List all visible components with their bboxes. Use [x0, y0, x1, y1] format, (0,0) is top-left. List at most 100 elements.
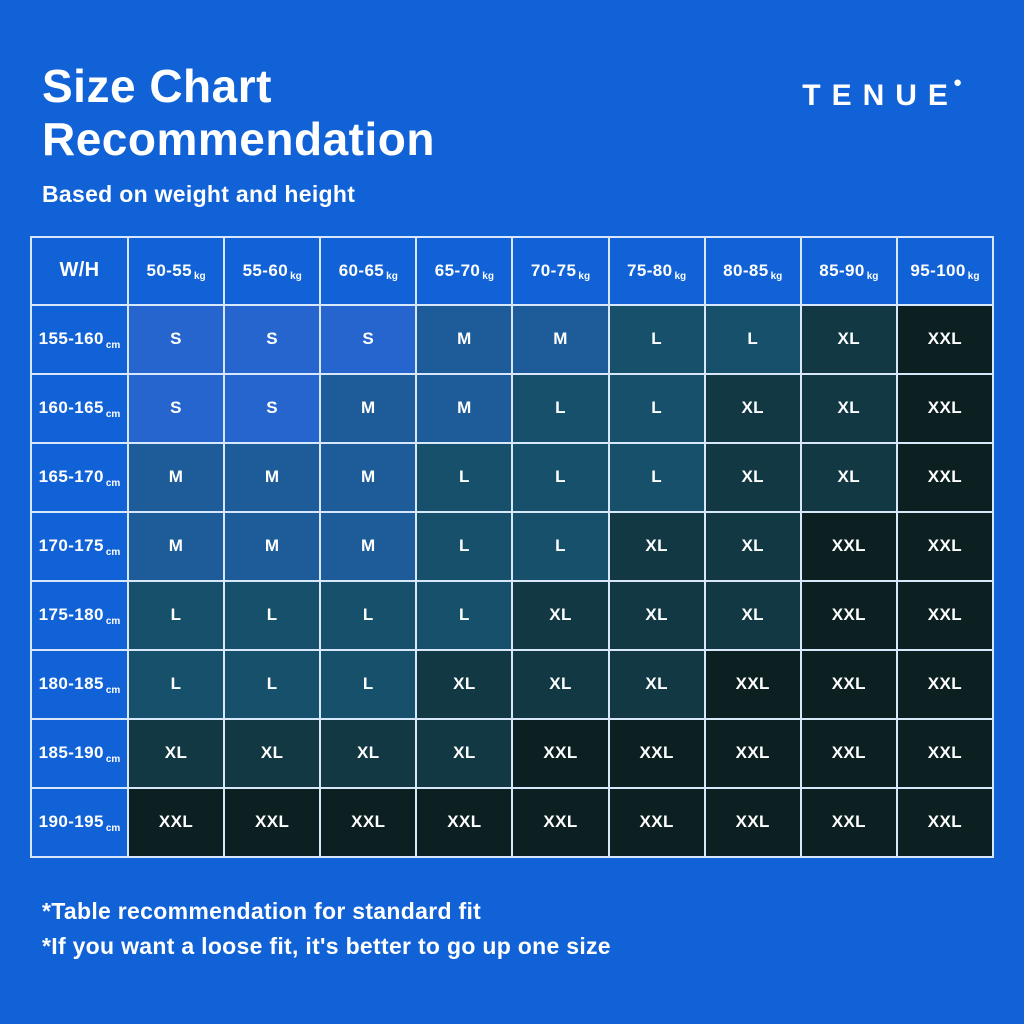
height-range-label: 190-195	[38, 812, 104, 832]
size-value: L	[170, 674, 182, 694]
size-cell: XXL	[609, 788, 704, 856]
height-row-header: 185-190 cm	[32, 719, 127, 787]
size-cell: XXL	[897, 512, 992, 580]
size-value: XL	[837, 467, 861, 487]
height-range-label: 165-170	[38, 467, 104, 487]
size-value: M	[457, 329, 472, 349]
size-value: XL	[164, 743, 188, 763]
size-value: L	[555, 467, 566, 487]
size-value: XXL	[351, 812, 386, 832]
size-cell: L	[417, 512, 512, 580]
size-cell: XXL	[897, 650, 992, 718]
size-value: L	[651, 398, 662, 418]
size-value: XXL	[927, 743, 963, 763]
size-cell: L	[321, 581, 416, 649]
size-cell: XXL	[225, 788, 320, 856]
size-value: L	[362, 674, 374, 694]
size-cell: XL	[801, 374, 896, 442]
weight-column-header: 65-70 kg	[417, 237, 512, 304]
size-value: XL	[549, 605, 572, 625]
size-value: L	[266, 605, 278, 625]
size-cell: L	[225, 650, 320, 718]
size-cell: XXL	[321, 788, 416, 856]
size-cell: L	[513, 443, 608, 511]
size-cell: XL	[513, 650, 608, 718]
height-row-header: 175-180 cm	[32, 581, 127, 649]
size-cell: L	[609, 305, 704, 373]
size-value: XXL	[927, 812, 963, 832]
page-title-line2: Recommendation	[42, 113, 435, 166]
size-cell: XL	[705, 581, 800, 649]
size-cell: XXL	[129, 788, 224, 856]
size-value: M	[360, 536, 376, 556]
height-row-header: 170-175 cm	[32, 512, 127, 580]
size-value: L	[266, 674, 278, 694]
size-cell: L	[321, 650, 416, 718]
size-cell: XXL	[801, 719, 896, 787]
brand-logo: TENUE●	[802, 74, 962, 113]
weight-range-label: 50-55	[146, 260, 192, 280]
weight-range-label: 70-75	[530, 260, 577, 280]
weight-column-header: 75-80 kg	[609, 237, 704, 304]
size-cell: XL	[705, 443, 800, 511]
size-value: XXL	[735, 743, 770, 763]
size-cell: XL	[609, 512, 704, 580]
weight-range-label: 95-100	[910, 260, 966, 280]
kg-unit-label: kg	[193, 271, 206, 283]
size-value: XL	[453, 743, 476, 763]
size-cell: XXL	[897, 305, 992, 373]
size-cell: L	[417, 581, 512, 649]
weight-column-header: 70-75 kg	[513, 237, 608, 304]
kg-unit-label: kg	[386, 271, 398, 283]
weight-column-header: 60-65 kg	[321, 237, 416, 304]
kg-unit-label: kg	[770, 271, 783, 283]
size-cell: S	[129, 305, 224, 373]
weight-column-header: 95-100 kg	[897, 237, 992, 304]
size-value: XXL	[927, 674, 963, 694]
size-value: XL	[453, 674, 476, 694]
size-value: L	[651, 329, 662, 349]
size-cell: L	[513, 512, 608, 580]
size-cell: XXL	[801, 650, 896, 718]
cm-unit-label: cm	[105, 684, 121, 696]
cm-unit-label: cm	[105, 477, 121, 489]
size-cell: XXL	[897, 788, 992, 856]
size-value: S	[266, 329, 279, 349]
size-cell: S	[225, 374, 320, 442]
size-value: XXL	[639, 812, 674, 832]
size-cell: XXL	[897, 374, 992, 442]
size-cell: XL	[705, 374, 800, 442]
size-cell: L	[129, 650, 224, 718]
size-value: XXL	[927, 329, 963, 349]
page-header: Size Chart Recommendation Based on weigh…	[30, 60, 994, 208]
size-value: XL	[837, 329, 861, 349]
kg-unit-label: kg	[674, 271, 687, 283]
size-cell: XL	[321, 719, 416, 787]
size-cell: XL	[609, 650, 704, 718]
size-cell: M	[513, 305, 608, 373]
size-cell: XL	[705, 512, 800, 580]
size-value: XXL	[158, 812, 194, 832]
size-value: XXL	[735, 812, 770, 832]
size-value: XL	[741, 605, 764, 625]
height-range-label: 180-185	[38, 674, 104, 694]
size-cell: M	[321, 443, 416, 511]
size-value: M	[264, 536, 280, 556]
size-cell: XL	[225, 719, 320, 787]
size-cell: XL	[129, 719, 224, 787]
height-range-label: 175-180	[38, 605, 104, 625]
size-value: M	[360, 467, 376, 487]
size-cell: L	[609, 443, 704, 511]
size-cell: XL	[609, 581, 704, 649]
footnote-standard-fit: *Table recommendation for standard fit	[42, 897, 482, 924]
size-value: M	[457, 398, 472, 418]
size-value: XL	[741, 467, 764, 487]
brand-text: TENUE	[802, 79, 959, 112]
size-cell: L	[705, 305, 800, 373]
size-value: XL	[357, 743, 380, 763]
size-cell: XXL	[801, 581, 896, 649]
cm-unit-label: cm	[105, 339, 121, 351]
size-cell: L	[225, 581, 320, 649]
weight-range-label: 75-80	[627, 260, 673, 280]
size-cell: XL	[417, 719, 512, 787]
